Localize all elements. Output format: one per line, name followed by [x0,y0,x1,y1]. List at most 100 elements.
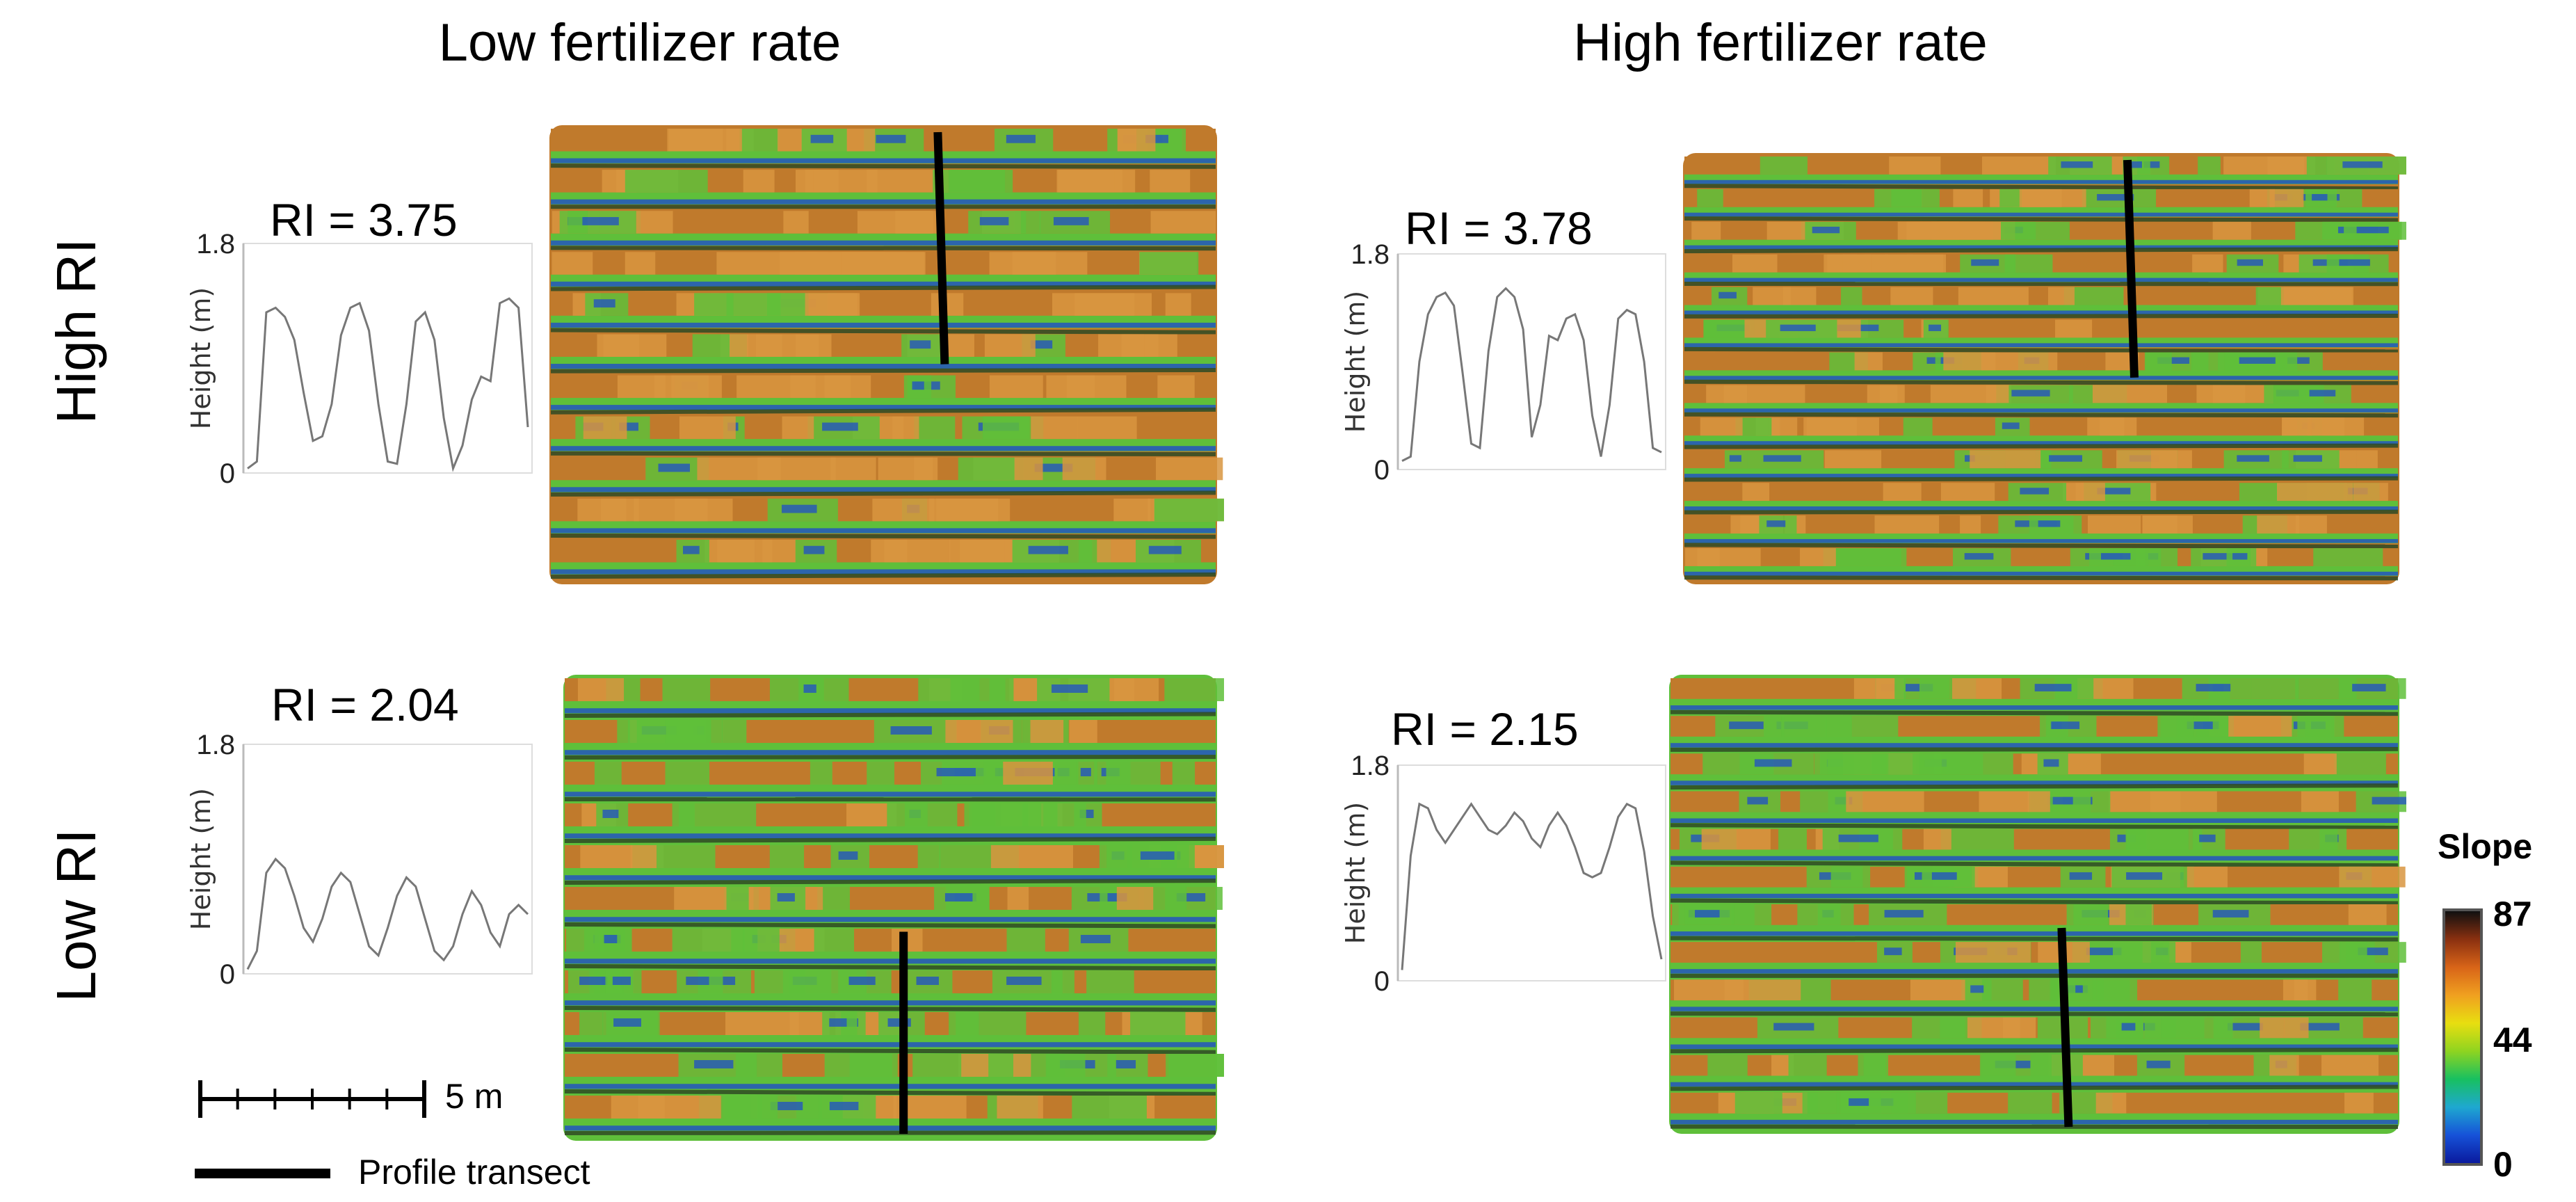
slope-patch [1724,979,1801,1001]
slope-patch [2307,417,2365,436]
slope-patch [1150,211,1216,234]
slope-patch [1734,1092,1782,1114]
slope-patch [2223,157,2305,175]
slope-patch [2187,721,2213,730]
slope-patch [721,720,747,743]
slope-patch [2004,254,2053,273]
furrow-bottom [551,446,1216,451]
slope-patch [1864,254,1944,273]
slope-patch [1165,293,1191,316]
plot-frame [1397,764,1666,981]
slope-patch [2027,791,2050,812]
slope-patch [2338,979,2372,1001]
ridge-crest [1670,1084,2399,1091]
slope-patch [2097,193,2134,201]
ridge-crest [1670,898,2399,906]
slope-patch [2228,1023,2263,1031]
slope-patch [2353,483,2388,502]
furrow-bottom [565,1125,1216,1131]
ridge-band [1684,417,2398,438]
ridge-crest [1684,476,2399,482]
slope-patch [2051,721,2080,730]
slope-patch [1156,457,1223,481]
slope-patch [2061,161,2093,168]
slope-patch [1814,753,1887,775]
slope-patch [769,845,805,868]
slope-patch [2239,483,2278,502]
slope-patch [829,1102,859,1110]
slope-patch [2203,553,2233,560]
slope-patch [2237,259,2263,266]
slope-map-low-ri-high-fert [1669,675,2406,1134]
furrow-bottom [1671,818,2398,823]
ridge-crest [564,1006,1216,1012]
slope-patch [2029,979,2076,1001]
furrow-bottom [551,240,1216,246]
furrow-bottom [1684,310,2398,315]
slope-patch [841,252,924,275]
slope-patch [2125,904,2152,925]
slope-patch [2143,161,2160,168]
slope-patch [2043,796,2073,805]
scale-bar [198,1080,426,1118]
slope-patch [1729,721,1764,730]
slope-patch [1797,904,1854,925]
furrow-bottom [1684,506,2398,511]
furrow-bottom [565,1000,1216,1006]
slope-patch [1929,324,1942,332]
slope-patch [2146,1060,2171,1068]
ridge-crest [1684,216,2399,223]
furrow-bottom [565,750,1216,755]
slope-patch [912,1054,962,1077]
slope-patch [1903,417,1933,436]
y-axis-label: Height (m) [1340,291,1371,433]
slope-patch [731,929,780,952]
slope-patch [2287,357,2310,364]
slope-patch [1979,1055,2016,1076]
ridge-crest [550,285,1216,291]
slope-patch [1854,352,1883,371]
slope-patch [2142,515,2193,534]
slope-patch [1701,828,1771,850]
slope-patch [1030,720,1064,743]
slope-patch [2251,678,2299,699]
ridge-crest [1670,783,2399,790]
slope-patch [782,416,814,440]
slope-patch [989,252,1056,275]
slope-map-high-ri-high-fert [1683,153,2406,584]
slope-patch [2192,254,2223,273]
slope-patch [1154,498,1224,522]
slope-patch [1007,887,1029,910]
scale-bar-label: 5 m [445,1077,504,1116]
furrow-bottom [551,528,1216,534]
furrow-bottom [551,569,1216,575]
slope-patch [945,720,1013,743]
slope-patch [1841,287,1862,305]
furrow-bottom [551,364,1216,369]
slope-patch [2301,791,2339,812]
slope-patch [600,498,639,522]
slope-patch [2339,942,2367,963]
slope-patch [1824,450,1882,469]
slope-patch [1116,887,1154,910]
slope-patch [2187,866,2228,888]
slope-patch [1069,720,1097,743]
slope-patch [2196,385,2246,403]
ridge-crest [550,163,1216,169]
slope-patch [597,334,640,357]
colorbar [2442,908,2483,1166]
slope-patch [1115,1060,1136,1068]
slope-patch [1986,385,2009,403]
furrow-bottom [1684,179,2398,184]
ridge-crest [1670,823,2399,830]
slope-patch [1043,803,1086,826]
slope-patch [979,217,1009,225]
slope-patch [933,170,1006,193]
furrow-bottom [1684,441,2398,445]
slope-patch [1960,515,1981,534]
slope-patch [777,893,795,902]
slope-patch [565,929,604,952]
slope-patch [694,1060,734,1068]
furrow-bottom [565,875,1216,881]
slope-patch [2121,1023,2136,1031]
